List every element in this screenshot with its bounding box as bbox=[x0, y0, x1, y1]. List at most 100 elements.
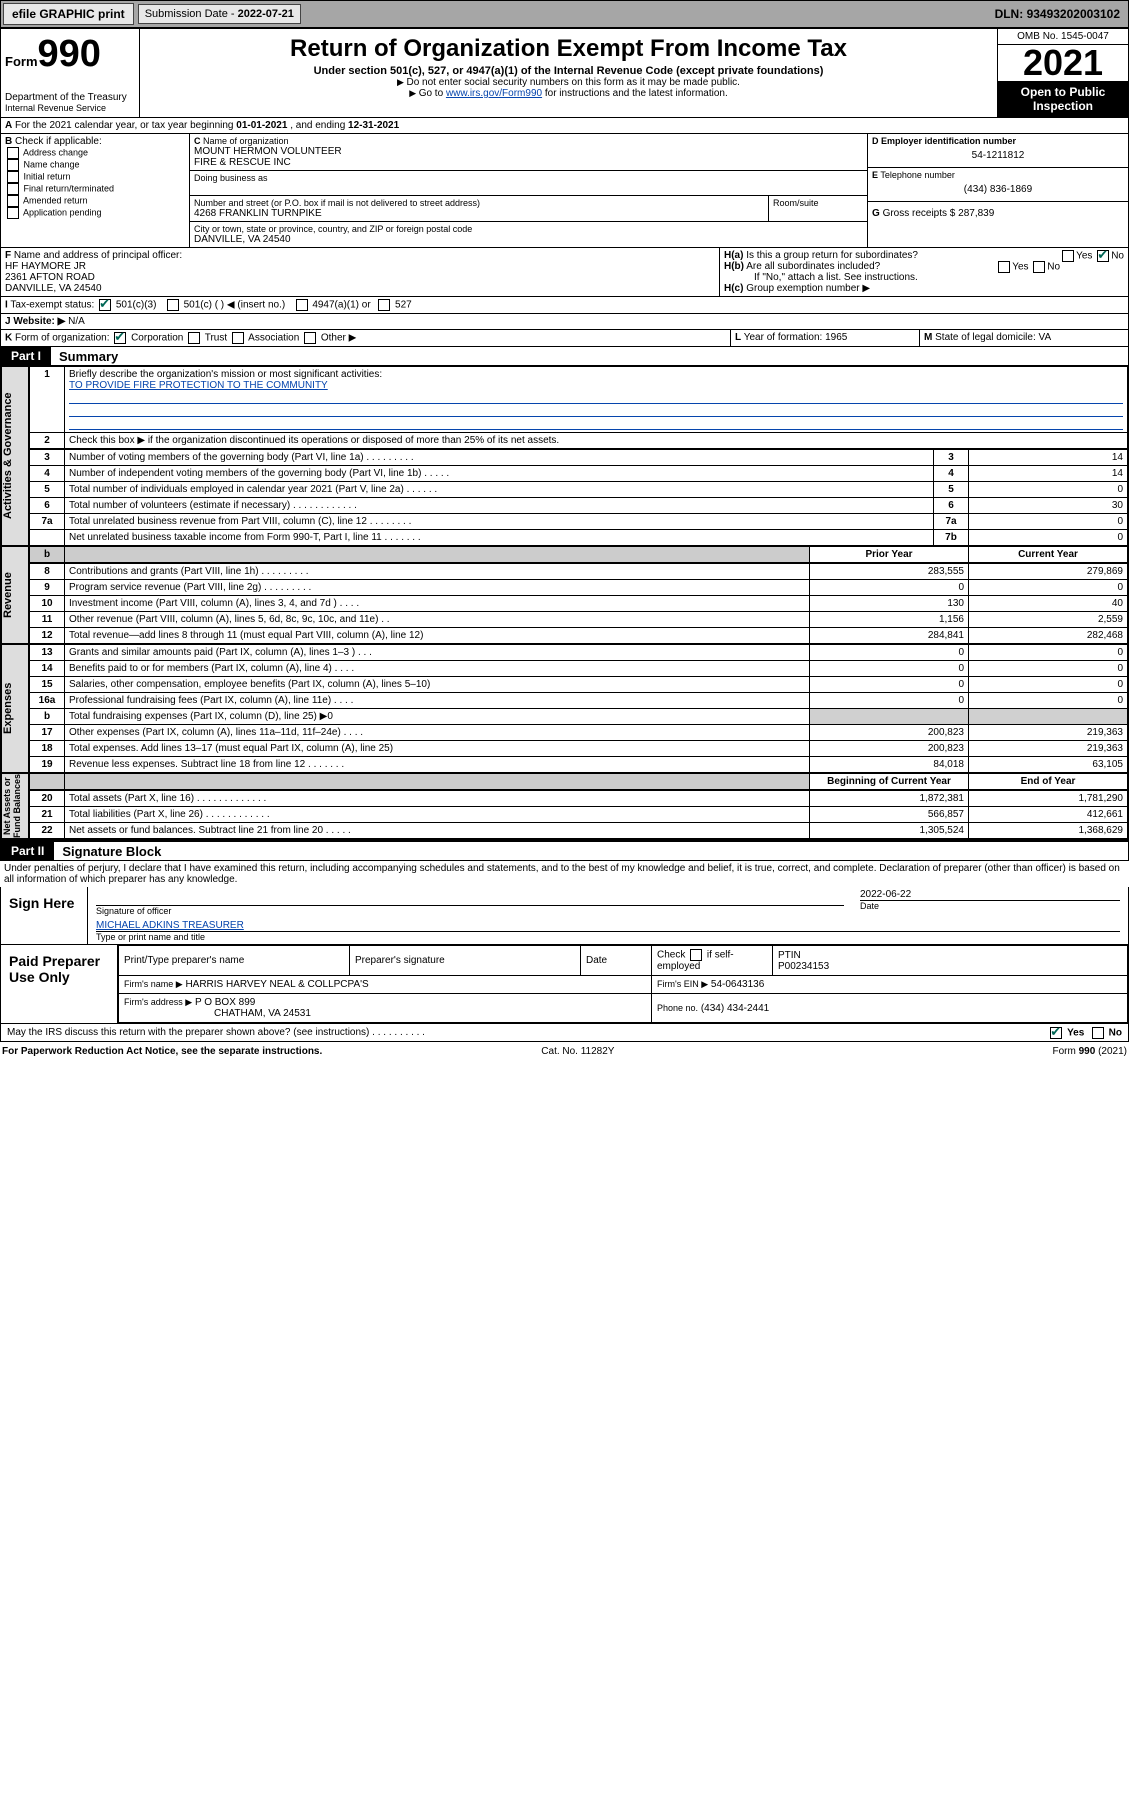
box-b-checkbox[interactable] bbox=[7, 195, 19, 207]
header-block-bcdeg: B Check if applicable: Address change Na… bbox=[0, 134, 1129, 248]
org-city: DANVILLE, VA 24540 bbox=[194, 234, 863, 245]
ha-no: No bbox=[1111, 251, 1124, 262]
527-label: 527 bbox=[395, 300, 412, 311]
corp-checkbox[interactable] bbox=[114, 332, 126, 344]
hb-note: If "No," attach a list. See instructions… bbox=[724, 272, 1124, 283]
side-label-expenses: Expenses bbox=[1, 644, 29, 773]
firm-phone-label: Phone no. bbox=[657, 1003, 698, 1013]
prep-date-label: Date bbox=[581, 946, 652, 976]
officer-label: Name and address of principal officer: bbox=[14, 250, 182, 261]
signature-date: 2022-06-22 bbox=[860, 889, 1120, 900]
box-b-checkbox[interactable] bbox=[7, 159, 19, 171]
form-org-label: Form of organization: bbox=[15, 333, 110, 344]
prep-check-pre: Check bbox=[657, 950, 685, 961]
discuss-yes: Yes bbox=[1067, 1028, 1084, 1039]
firm-name-label: Firm's name ▶ bbox=[124, 979, 183, 989]
form-note-ssn: Do not enter social security numbers on … bbox=[144, 77, 993, 88]
tax-exempt-label: Tax-exempt status: bbox=[10, 300, 94, 311]
part-i-title: Summary bbox=[51, 349, 118, 364]
year-formation-label: Year of formation: bbox=[744, 332, 823, 343]
assoc-checkbox[interactable] bbox=[232, 332, 244, 344]
line-a-mid: , and ending bbox=[290, 120, 348, 131]
box-b-checkbox[interactable] bbox=[7, 183, 19, 195]
hb-yes-checkbox[interactable] bbox=[998, 261, 1010, 273]
form-title: Return of Organization Exempt From Incom… bbox=[144, 35, 993, 63]
501c3-checkbox[interactable] bbox=[99, 299, 111, 311]
form-header: Form990 Department of the Treasury Inter… bbox=[0, 28, 1129, 118]
corp-label: Corporation bbox=[131, 333, 183, 344]
trust-label: Trust bbox=[205, 333, 227, 344]
discuss-yes-checkbox[interactable] bbox=[1050, 1027, 1062, 1039]
501c-checkbox[interactable] bbox=[167, 299, 179, 311]
officer-addr1: 2361 AFTON ROAD bbox=[5, 272, 95, 283]
assoc-label: Association bbox=[248, 333, 299, 344]
ha-yes: Yes bbox=[1076, 251, 1092, 262]
col-end-year: End of Year bbox=[969, 774, 1128, 790]
4947-label: 4947(a)(1) or bbox=[312, 300, 370, 311]
footer-catno: Cat. No. 11282Y bbox=[541, 1046, 614, 1057]
section-activities-governance: Activities & Governance 1 Briefly descri… bbox=[0, 366, 1129, 546]
firm-phone: (434) 434-2441 bbox=[701, 1003, 769, 1014]
hb-no-checkbox[interactable] bbox=[1033, 261, 1045, 273]
firm-name: HARRIS HARVEY NEAL & COLLPCPA'S bbox=[185, 979, 368, 990]
paid-preparer-label: Paid Preparer Use Only bbox=[1, 945, 118, 1023]
prep-name-label: Print/Type preparer's name bbox=[119, 946, 350, 976]
part-i-header: Part I Summary bbox=[0, 347, 1129, 366]
line1-label: Briefly describe the organization's miss… bbox=[69, 369, 382, 380]
dln-box: DLN: 93493202003102 bbox=[995, 7, 1126, 21]
prep-sig-label: Preparer's signature bbox=[350, 946, 581, 976]
box-b-checkbox[interactable] bbox=[7, 171, 19, 183]
efile-print-button[interactable]: efile GRAPHIC print bbox=[3, 3, 134, 25]
part-ii-header: Part II Signature Block bbox=[0, 840, 1129, 861]
4947-checkbox[interactable] bbox=[296, 299, 308, 311]
box-f: F Name and address of principal officer:… bbox=[1, 248, 720, 296]
discuss-no-checkbox[interactable] bbox=[1092, 1027, 1104, 1039]
paid-preparer-block: Paid Preparer Use Only Print/Type prepar… bbox=[0, 945, 1129, 1024]
col-begin-year: Beginning of Current Year bbox=[810, 774, 969, 790]
box-deg: D Employer identification number 54-1211… bbox=[868, 134, 1128, 247]
submission-date: 2022-07-21 bbox=[238, 8, 294, 20]
ha-no-checkbox[interactable] bbox=[1097, 250, 1109, 262]
date-label: Date bbox=[860, 900, 1120, 911]
footer-left: For Paperwork Reduction Act Notice, see … bbox=[2, 1046, 322, 1057]
part-ii-declaration: Under penalties of perjury, I declare th… bbox=[0, 861, 1129, 887]
section-expenses: Expenses 13Grants and similar amounts pa… bbox=[0, 644, 1129, 773]
discuss-no: No bbox=[1109, 1028, 1122, 1039]
other-checkbox[interactable] bbox=[304, 332, 316, 344]
officer-name: HF HAYMORE JR bbox=[5, 261, 86, 272]
ha-yes-checkbox[interactable] bbox=[1062, 250, 1074, 262]
website-label: Website: ▶ bbox=[13, 316, 65, 327]
box-b-checkbox[interactable] bbox=[7, 147, 19, 159]
domicile-label: State of legal domicile: bbox=[935, 332, 1036, 343]
domicile-value: VA bbox=[1039, 332, 1052, 343]
line-a-text: For the 2021 calendar year, or tax year … bbox=[15, 120, 236, 131]
open-to-public: Open to Public Inspection bbox=[998, 81, 1128, 117]
side-label-net: Net Assets or Fund Balances bbox=[1, 773, 29, 839]
irs-link[interactable]: www.irs.gov/Form990 bbox=[446, 88, 542, 99]
website-value: N/A bbox=[68, 316, 85, 327]
goto-post: for instructions and the latest informat… bbox=[545, 88, 728, 99]
signature-label: Signature of officer bbox=[96, 905, 844, 916]
discuss-line: May the IRS discuss this return with the… bbox=[0, 1024, 1129, 1042]
room-label: Room/suite bbox=[769, 196, 867, 221]
city-label: City or town, state or province, country… bbox=[194, 224, 863, 234]
form-number: Form990 bbox=[5, 33, 135, 76]
section-net-assets: Net Assets or Fund Balances Beginning of… bbox=[0, 773, 1129, 840]
form-prefix: Form bbox=[5, 54, 38, 69]
gross-receipts-label: Gross receipts $ bbox=[883, 208, 956, 219]
side-label-revenue: Revenue bbox=[1, 546, 29, 644]
self-employed-checkbox[interactable] bbox=[690, 949, 702, 961]
tax-year: 2021 bbox=[998, 45, 1128, 81]
sign-here-block: Sign Here Signature of officer 2022-06-2… bbox=[0, 887, 1129, 945]
trust-checkbox[interactable] bbox=[188, 332, 200, 344]
col-prior-year: Prior Year bbox=[810, 547, 969, 563]
box-b-checkbox[interactable] bbox=[7, 207, 19, 219]
box-c-label: Name of organization bbox=[203, 136, 289, 146]
box-b-title: Check if applicable: bbox=[15, 136, 102, 147]
527-checkbox[interactable] bbox=[378, 299, 390, 311]
side-label-ag: Activities & Governance bbox=[1, 366, 29, 546]
footer-right: Form 990 (2021) bbox=[1053, 1046, 1127, 1057]
section-revenue: Revenue b Prior Year Current Year 8Contr… bbox=[0, 546, 1129, 644]
hb-no: No bbox=[1047, 262, 1060, 273]
officer-addr2: DANVILLE, VA 24540 bbox=[5, 283, 102, 294]
